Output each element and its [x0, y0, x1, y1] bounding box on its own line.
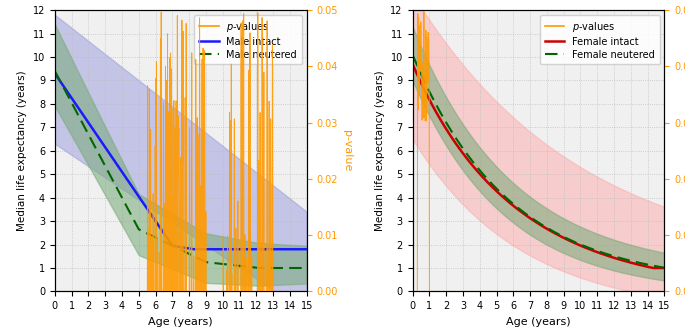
Y-axis label: Median life expectancy (years): Median life expectancy (years) [17, 70, 27, 231]
Y-axis label: Median life expectancy (years): Median life expectancy (years) [375, 70, 385, 231]
Y-axis label: p-value: p-value [342, 130, 352, 172]
Legend: $p$-values, Male intact, Male neutered: $p$-values, Male intact, Male neutered [195, 15, 302, 64]
X-axis label: Age (years): Age (years) [506, 317, 571, 327]
Legend: $p$-values, Female intact, Female neutered: $p$-values, Female intact, Female neuter… [540, 15, 660, 64]
X-axis label: Age (years): Age (years) [149, 317, 213, 327]
